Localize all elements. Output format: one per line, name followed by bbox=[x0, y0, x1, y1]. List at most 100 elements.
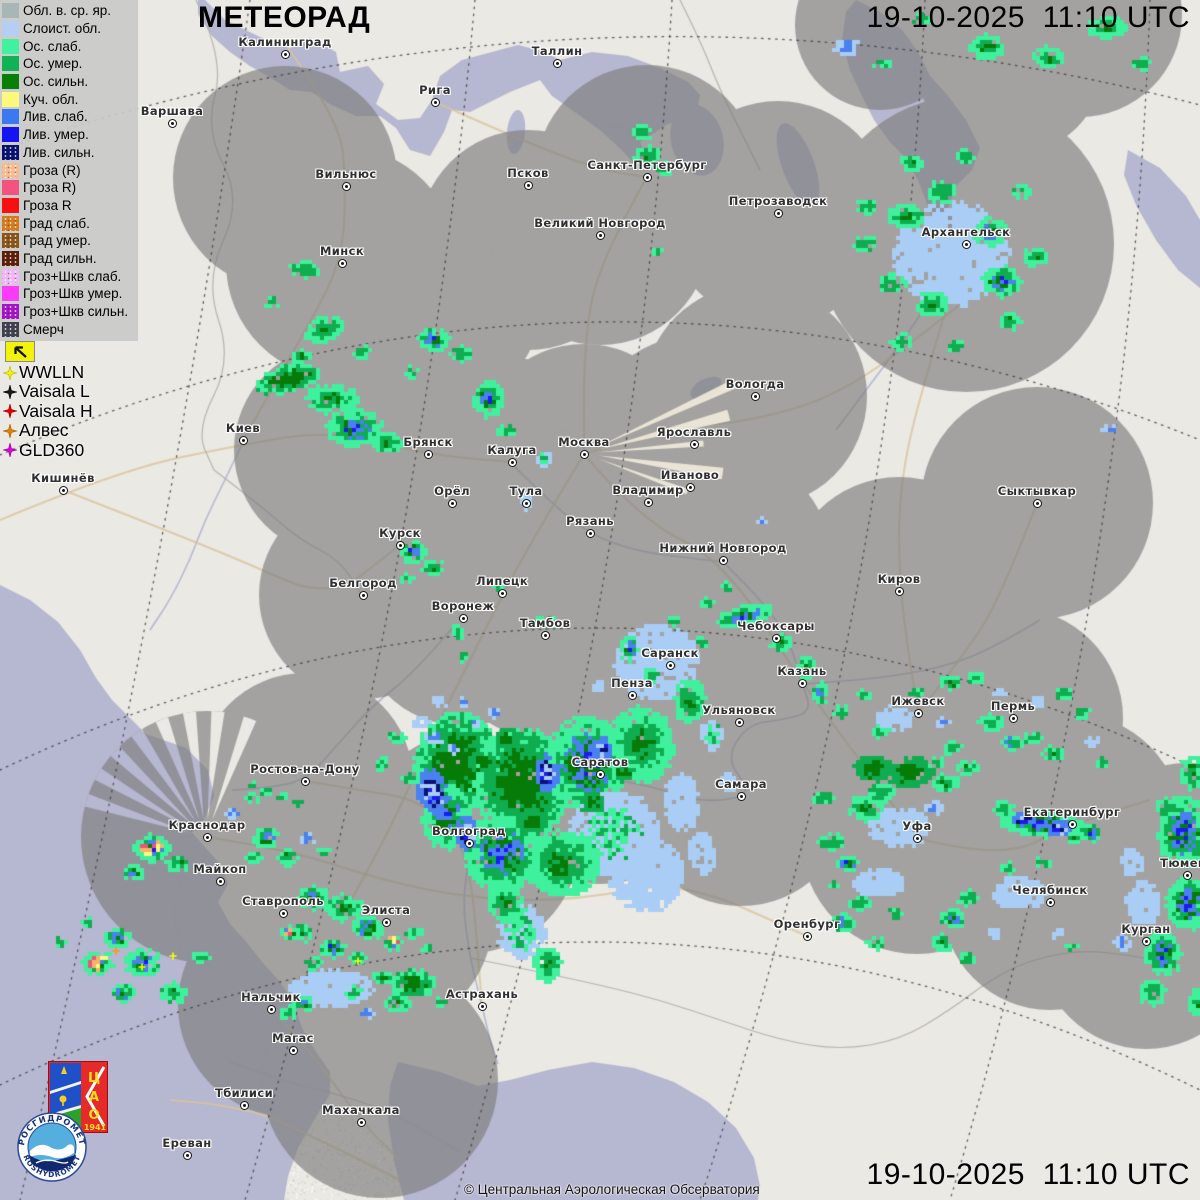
city-dot-icon bbox=[58, 485, 68, 495]
city-label: Уфа bbox=[902, 819, 932, 833]
legend-swatch bbox=[2, 233, 19, 249]
city-dot-icon bbox=[961, 239, 971, 249]
lightning-source-row: Алвес bbox=[3, 420, 68, 440]
city-label: Киров bbox=[877, 572, 921, 586]
city-label: Краснодар bbox=[168, 818, 246, 832]
city-dot-icon bbox=[736, 791, 746, 801]
legend-row: Лив. сильн. bbox=[2, 144, 138, 162]
city-dot-icon bbox=[1141, 936, 1151, 946]
legend-row: Смерч bbox=[2, 320, 138, 338]
city-label: Архангельск bbox=[921, 225, 1011, 239]
city-dot-icon bbox=[395, 540, 405, 550]
lightning-source-label: GLD360 bbox=[19, 439, 85, 460]
lightning-source-label: Vaisala H bbox=[19, 400, 93, 421]
legend-swatch bbox=[2, 250, 19, 266]
legend-label: Ос. слаб. bbox=[23, 38, 82, 54]
city-label: Тула bbox=[509, 484, 543, 498]
lightning-cross-icon bbox=[3, 384, 17, 399]
legend-row: Лив. слаб. bbox=[2, 108, 138, 126]
city-dot-icon bbox=[1182, 870, 1192, 880]
page-title: МЕТЕОРАД bbox=[198, 1, 371, 34]
city-dot-icon bbox=[341, 181, 351, 191]
city-dot-icon bbox=[430, 97, 440, 107]
legend-label: Лив. умер. bbox=[23, 127, 89, 143]
city-dot-icon bbox=[458, 613, 468, 623]
city-label: Великий Новгород bbox=[534, 216, 666, 230]
city-label: Курск bbox=[379, 526, 421, 540]
legend-row: Ос. сильн. bbox=[2, 73, 138, 91]
city-label: Чебоксары bbox=[737, 619, 815, 633]
city-label: Иваново bbox=[660, 468, 720, 482]
svg-text:1941: 1941 bbox=[84, 1123, 107, 1132]
legend-label: Град умер. bbox=[23, 233, 91, 249]
legend-label: Лив. сильн. bbox=[23, 144, 95, 160]
city-dot-icon bbox=[215, 876, 225, 886]
city-dot-icon bbox=[595, 769, 605, 779]
timestamp-top: 19-10-2025 11:10 UTC bbox=[866, 1, 1190, 34]
city-dot-icon bbox=[802, 931, 812, 941]
city-label: Ставрополь bbox=[242, 894, 324, 908]
city-label: Минск bbox=[319, 244, 365, 258]
city-label: Тюмень bbox=[1160, 856, 1200, 870]
city-dot-icon bbox=[238, 435, 248, 445]
legend-swatch bbox=[2, 144, 19, 160]
city-label: Саратов bbox=[571, 755, 629, 769]
precipitation-legend: Обл. в. ср. яр. Слоист. обл. Ос. слаб. Ос. … bbox=[0, 0, 138, 342]
lightning-cross-icon bbox=[3, 404, 17, 419]
city-label: Самара bbox=[715, 777, 767, 791]
city-dot-icon bbox=[464, 838, 474, 848]
city-label: Таллин bbox=[531, 44, 583, 58]
city-label: Нижний Новгород bbox=[659, 541, 787, 555]
legend-swatch bbox=[2, 197, 19, 213]
city-label: Петрозаводск bbox=[728, 194, 828, 208]
lightning-source-label: Vaisala L bbox=[19, 381, 90, 402]
legend-label: Лив. слаб. bbox=[23, 109, 88, 125]
legend-swatch bbox=[2, 127, 19, 143]
city-dot-icon bbox=[300, 776, 310, 786]
cao-shield-logo: Ц А О 1941 bbox=[48, 1061, 108, 1133]
city-dot-icon bbox=[585, 528, 595, 538]
city-dot-icon bbox=[797, 678, 807, 688]
lightning-cross-icon bbox=[3, 423, 17, 438]
legend-label: Слоист. обл. bbox=[23, 21, 102, 37]
city-label: Владимир bbox=[612, 483, 684, 497]
city-label: Белгород bbox=[329, 576, 397, 590]
city-label: Орёл bbox=[434, 484, 470, 498]
city-dot-icon bbox=[665, 660, 675, 670]
legend-label: Ос. сильн. bbox=[23, 74, 89, 90]
city-label: Пермь bbox=[990, 699, 1036, 713]
legend-row: Гроза (R) bbox=[2, 161, 138, 179]
tornado-flag-icon bbox=[5, 341, 35, 362]
city-label: Брянск bbox=[403, 435, 453, 449]
legend-swatch bbox=[2, 38, 19, 54]
city-label: Липецк bbox=[475, 574, 529, 588]
legend-label: Куч. обл. bbox=[23, 91, 79, 107]
city-label: Ижевск bbox=[891, 694, 945, 708]
city-dot-icon bbox=[337, 258, 347, 268]
svg-text:Ц: Ц bbox=[88, 1071, 100, 1086]
city-dot-icon bbox=[643, 497, 653, 507]
lightning-cross-icon bbox=[3, 443, 17, 458]
city-dot-icon bbox=[773, 208, 783, 218]
legend-label: Обл. в. ср. яр. bbox=[23, 3, 112, 19]
city-dot-icon bbox=[894, 586, 904, 596]
svg-text:О: О bbox=[88, 1108, 99, 1123]
city-label: Калининград bbox=[238, 35, 332, 49]
legend-row: Гроза R) bbox=[2, 179, 138, 197]
legend-row: Лив. умер. bbox=[2, 126, 138, 144]
copyright-note: © Центральная Аэрологическая Обсерватори… bbox=[463, 1182, 760, 1197]
lightning-source-label: WWLLN bbox=[19, 362, 85, 382]
legend-swatch bbox=[2, 74, 19, 90]
city-label: Челябинск bbox=[1012, 883, 1088, 897]
legend-row: Град слаб. bbox=[2, 214, 138, 232]
city-dot-icon bbox=[913, 708, 923, 718]
legend-swatch bbox=[2, 56, 19, 72]
city-label: Москва bbox=[558, 435, 610, 449]
legend-label: Гроз+Шкв слаб. bbox=[23, 268, 122, 284]
city-dot-icon bbox=[521, 498, 531, 508]
city-dot-icon bbox=[447, 498, 457, 508]
city-dot-icon bbox=[685, 482, 695, 492]
city-label: Ереван bbox=[162, 1136, 212, 1150]
lightning-cross-icon bbox=[3, 365, 17, 380]
